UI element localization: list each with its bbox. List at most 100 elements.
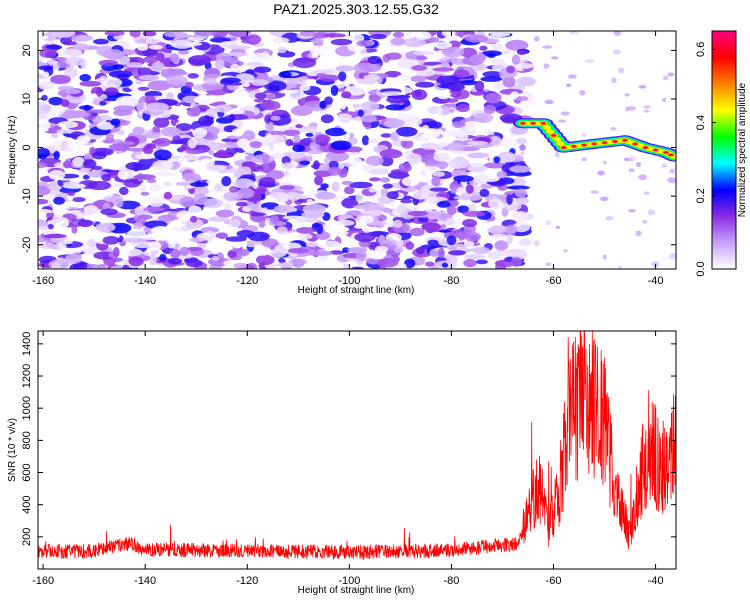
heatmap-cell	[424, 261, 435, 267]
heatmap-cell	[377, 258, 399, 268]
heatmap-cell	[171, 39, 194, 49]
heatmap-cell	[203, 198, 224, 209]
snr-series-line	[38, 331, 676, 561]
heatmap-cell	[310, 38, 325, 44]
heatmap-cell	[179, 246, 190, 256]
heatmap-cell	[276, 226, 288, 235]
heatmap-y-tick-label: -20	[21, 237, 33, 253]
heatmap-cell	[456, 186, 469, 194]
heatmap-cell	[352, 204, 372, 210]
heatmap-cell	[378, 246, 389, 253]
heatmap-cell	[270, 115, 281, 121]
heatmap-cell	[98, 59, 119, 67]
heatmap-cell	[150, 226, 172, 236]
heatmap-cell	[420, 244, 439, 249]
heatmap-cell	[462, 210, 486, 217]
heatmap-cell	[194, 94, 217, 105]
heatmap-cell	[386, 95, 409, 104]
heatmap-cell	[117, 170, 129, 180]
heatmap-cell	[474, 112, 494, 124]
heatmap-cell	[187, 73, 199, 79]
heatmap-cell	[387, 220, 395, 228]
heatmap-cell	[628, 156, 636, 162]
heatmap-cell	[340, 100, 347, 110]
heatmap-cell	[369, 33, 387, 40]
heatmap-cell	[146, 178, 157, 184]
heatmap-cell	[99, 100, 107, 106]
heatmap-cell	[464, 34, 489, 43]
heatmap-cell	[473, 174, 489, 185]
heatmap-cell	[142, 31, 157, 37]
heatmap-cell	[57, 241, 67, 250]
heatmap-cell	[178, 49, 190, 55]
heatmap-cell	[338, 71, 347, 82]
heatmap-cell	[383, 118, 406, 129]
heatmap-cell	[369, 252, 386, 260]
heatmap-cell	[457, 205, 469, 214]
heatmap-cell	[420, 142, 438, 150]
heatmap-cell	[472, 246, 490, 255]
heatmap-cell	[441, 46, 465, 58]
heatmap-cell	[663, 151, 668, 154]
heatmap-cell	[38, 219, 48, 228]
heatmap-cell	[123, 178, 141, 188]
heatmap-cell	[38, 225, 49, 231]
heatmap-cell	[214, 59, 225, 70]
heatmap-cell	[187, 55, 212, 66]
heatmap-cell	[168, 71, 189, 76]
heatmap-cell	[523, 31, 530, 38]
chart-title: PAZ1.2025.303.12.55.G32	[273, 1, 439, 17]
heatmap-cell	[446, 205, 457, 216]
snr-x-ticks: -160 -140 -120 -100 -80 -60 -40	[32, 331, 664, 587]
heatmap-cell	[643, 191, 650, 195]
heatmap-cell	[431, 175, 441, 187]
snr-frame	[37, 330, 677, 570]
heatmap-cell	[141, 235, 166, 241]
heatmap-cell	[62, 181, 79, 186]
heatmap-x-tick-label: -100	[338, 275, 360, 287]
heatmap-cell	[516, 137, 528, 145]
heatmap-cell	[405, 241, 415, 250]
heatmap-cell	[227, 31, 251, 38]
heatmap-cell	[119, 186, 129, 196]
heatmap-cell	[378, 234, 386, 246]
colorbar-tick-label: 0.0	[695, 261, 707, 276]
heatmap-cell	[467, 140, 488, 146]
heatmap-cell	[157, 214, 176, 222]
heatmap-cell	[432, 67, 455, 72]
heatmap-cell	[83, 104, 91, 112]
heatmap-frame	[37, 30, 677, 270]
heatmap-cell	[65, 57, 86, 66]
heatmap-cell	[409, 227, 425, 237]
heatmap-cell	[310, 69, 334, 75]
colorbar-gradient	[711, 30, 737, 270]
heatmap-cell	[143, 255, 151, 261]
heatmap-cell	[571, 145, 577, 148]
heatmap-cell	[411, 65, 428, 71]
heatmap-cell	[460, 191, 484, 201]
heatmap-cell	[501, 49, 511, 54]
heatmap-cell	[482, 71, 503, 78]
heatmap-cell	[208, 216, 230, 222]
heatmap-cell	[581, 132, 587, 137]
heatmap-cell	[424, 159, 441, 165]
heatmap-cell	[126, 62, 143, 68]
heatmap-cell	[392, 219, 403, 229]
heatmap-cell	[507, 185, 530, 190]
heatmap-cell	[47, 224, 54, 230]
heatmap-cell	[149, 184, 162, 192]
heatmap-cell	[643, 109, 650, 113]
heatmap-cell	[465, 184, 474, 194]
heatmap-cell	[378, 40, 390, 47]
heatmap-cell	[551, 134, 556, 137]
snr-y-tick-label: 800	[21, 431, 33, 449]
heatmap-cell	[485, 92, 502, 104]
heatmap-cell	[53, 196, 65, 205]
heatmap-cell	[472, 264, 493, 269]
heatmap-cell	[562, 248, 569, 253]
heatmap-cell	[435, 205, 443, 213]
heatmap-cell	[221, 176, 232, 187]
heatmap-cell	[330, 85, 339, 96]
heatmap-cell	[467, 164, 488, 173]
heatmap-y-axis-title: Frequency (Hz)	[7, 116, 18, 185]
